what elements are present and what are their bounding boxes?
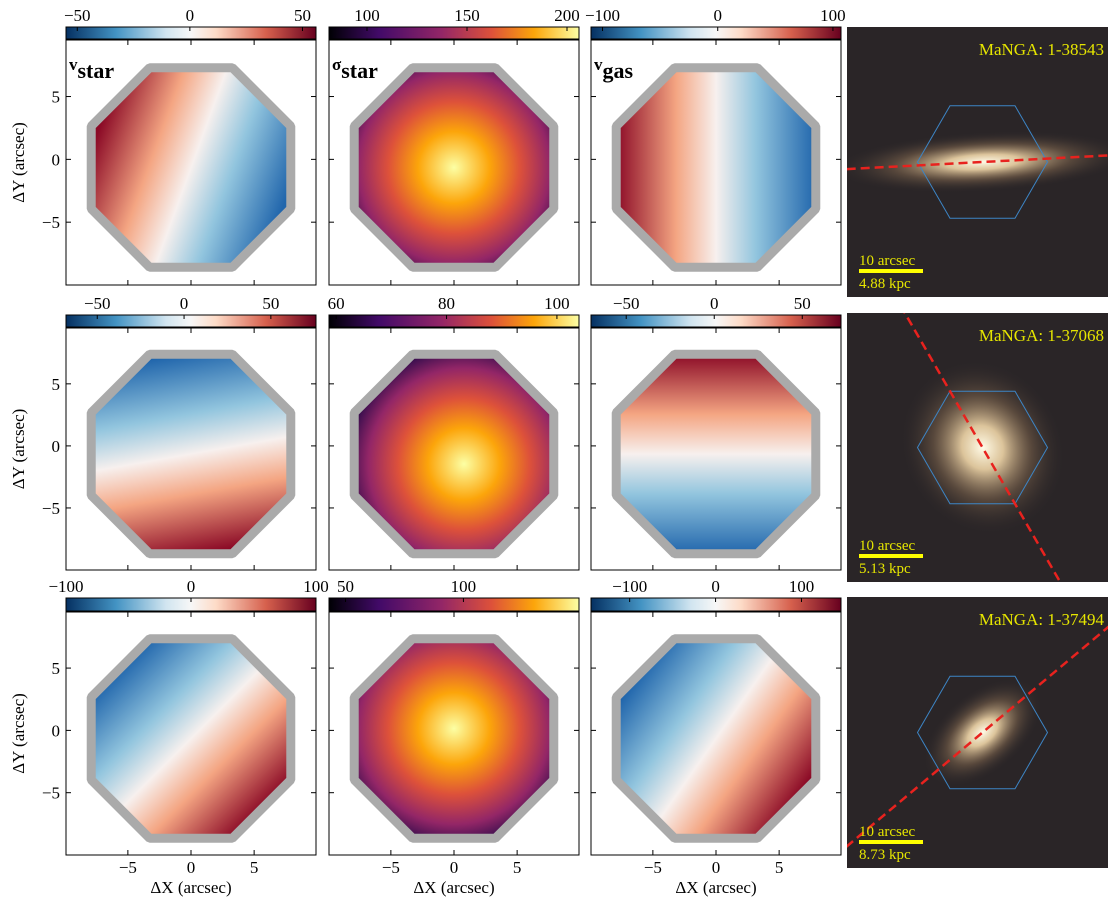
colorbar-tick-label: 0 xyxy=(710,294,719,313)
x-axis-label: ΔX (arcsec) xyxy=(413,878,494,897)
colorbar-tick-label: 50 xyxy=(794,294,811,313)
panel-label-subscript: star xyxy=(78,58,115,83)
scale-bar xyxy=(859,554,923,558)
map-coverage xyxy=(354,354,554,554)
x-tick-label: −5 xyxy=(382,858,400,877)
physical-scale-label: 8.73 kpc xyxy=(859,847,911,863)
galaxy-id: MaNGA: 1-38543 xyxy=(979,40,1104,59)
colorbar-tick-label: −50 xyxy=(84,294,111,313)
galaxy-id: MaNGA: 1-37068 xyxy=(979,326,1104,345)
colorbar-tick-label: 60 xyxy=(328,294,345,313)
x-tick-label: 5 xyxy=(250,858,259,877)
colorbar-tick-label: 50 xyxy=(294,6,311,25)
colorbar xyxy=(329,315,579,327)
colorbar xyxy=(591,315,841,327)
y-axis-label: ΔY (arcsec) xyxy=(9,122,28,203)
y-tick-label: −5 xyxy=(42,213,60,232)
map-coverage xyxy=(354,639,554,839)
colorbar-tick-label: 100 xyxy=(820,6,846,25)
map-coverage xyxy=(91,354,291,554)
x-axis-label: ΔX (arcsec) xyxy=(150,878,231,897)
y-tick-label: 0 xyxy=(52,437,61,456)
map-coverage xyxy=(354,68,554,268)
colorbar xyxy=(591,27,841,39)
map-coverage xyxy=(91,68,291,268)
x-axis-label: ΔX (arcsec) xyxy=(675,878,756,897)
colorbar-tick-label: 100 xyxy=(451,577,477,596)
map-coverage xyxy=(616,354,816,554)
panel-label: vstar xyxy=(69,55,114,83)
galaxy-id: MaNGA: 1-37494 xyxy=(979,610,1105,629)
colorbar-tick-label: 0 xyxy=(186,6,195,25)
panel-label: σstar xyxy=(332,55,378,83)
y-tick-label: 0 xyxy=(52,721,61,740)
y-tick-label: −5 xyxy=(42,784,60,803)
colorbar-tick-label: 50 xyxy=(262,294,279,313)
colorbar-tick-label: 0 xyxy=(713,6,722,25)
colorbar-tick-label: −50 xyxy=(613,294,640,313)
scale-bar xyxy=(859,840,923,844)
y-tick-label: −5 xyxy=(42,499,60,518)
panel-label: vgas xyxy=(594,55,634,83)
map-coverage xyxy=(616,68,816,268)
colorbar-tick-label: 80 xyxy=(438,294,455,313)
colorbar xyxy=(66,27,316,39)
colorbar-tick-label: −100 xyxy=(585,6,620,25)
colorbar-tick-label: 0 xyxy=(711,577,720,596)
colorbar-tick-label: 100 xyxy=(789,577,815,596)
colorbar-tick-label: 150 xyxy=(454,6,480,25)
x-tick-label: 0 xyxy=(450,858,459,877)
y-tick-label: 0 xyxy=(52,150,61,169)
x-tick-label: −5 xyxy=(644,858,662,877)
x-tick-label: 0 xyxy=(187,858,196,877)
physical-scale-label: 5.13 kpc xyxy=(859,561,911,577)
scale-bar xyxy=(859,269,923,273)
colorbar xyxy=(66,315,316,327)
y-axis-label: ΔY (arcsec) xyxy=(9,693,28,774)
galaxy-image xyxy=(847,257,1108,638)
scale-bar-label: 10 arcsec xyxy=(859,253,916,269)
map-coverage xyxy=(616,639,816,839)
colorbar-tick-label: −50 xyxy=(64,6,91,25)
physical-scale-label: 4.88 kpc xyxy=(859,276,911,292)
panel-label-subscript: star xyxy=(341,58,378,83)
figure: −50050−505vstar100150200σstar−1000100vga… xyxy=(0,0,1110,909)
colorbar-tick-label: 0 xyxy=(180,294,189,313)
scale-bar-label: 10 arcsec xyxy=(859,538,916,554)
map-coverage xyxy=(91,639,291,839)
colorbar-tick-label: −100 xyxy=(48,577,83,596)
colorbar-tick-label: 50 xyxy=(337,577,354,596)
scale-bar-label: 10 arcsec xyxy=(859,824,916,840)
colorbar-tick-label: 100 xyxy=(544,294,570,313)
colorbar-tick-label: 100 xyxy=(354,6,380,25)
colorbar-tick-label: 0 xyxy=(187,577,196,596)
y-tick-label: 5 xyxy=(52,659,61,678)
colorbar-tick-label: 200 xyxy=(554,6,580,25)
x-tick-label: −5 xyxy=(119,858,137,877)
x-tick-label: 5 xyxy=(775,858,784,877)
colorbar-tick-label: 100 xyxy=(303,577,329,596)
y-axis-label: ΔY (arcsec) xyxy=(9,409,28,490)
colorbar xyxy=(329,598,579,611)
y-tick-label: 5 xyxy=(52,375,61,394)
y-tick-label: 5 xyxy=(52,88,61,107)
x-tick-label: 0 xyxy=(712,858,721,877)
panel-label-subscript: gas xyxy=(603,58,634,83)
x-tick-label: 5 xyxy=(513,858,522,877)
colorbar-tick-label: −100 xyxy=(612,577,647,596)
